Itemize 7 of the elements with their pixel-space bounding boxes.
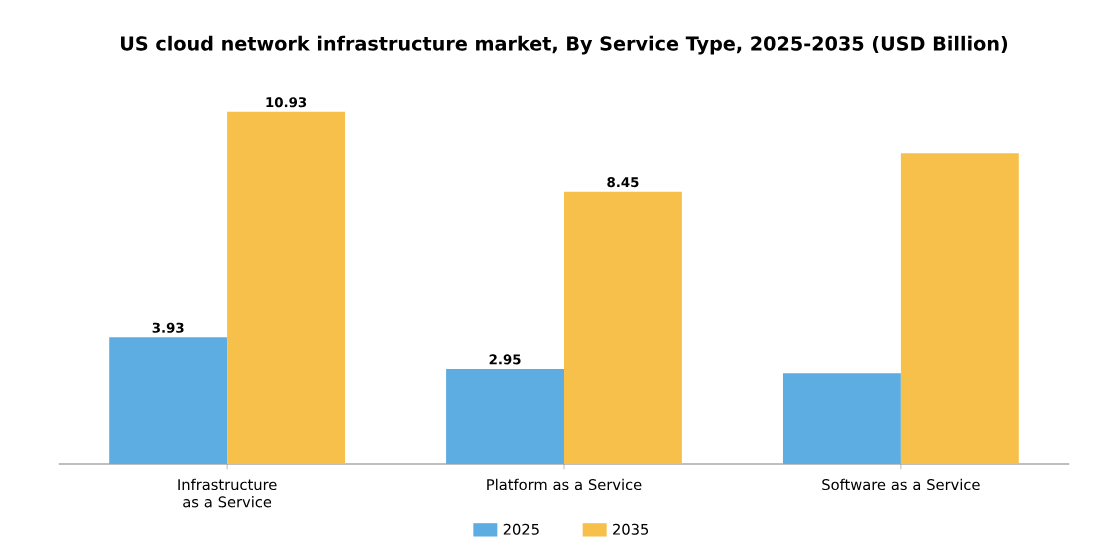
bar: [446, 368, 564, 464]
bar: [782, 373, 901, 464]
bar: [227, 111, 346, 464]
bar: [900, 153, 1019, 464]
chart-title: US cloud network infrastructure market, By Service Type, 2025-2035 (USD Billion): [121, 35, 1008, 55]
bar: [564, 191, 682, 464]
bar: [109, 337, 228, 464]
